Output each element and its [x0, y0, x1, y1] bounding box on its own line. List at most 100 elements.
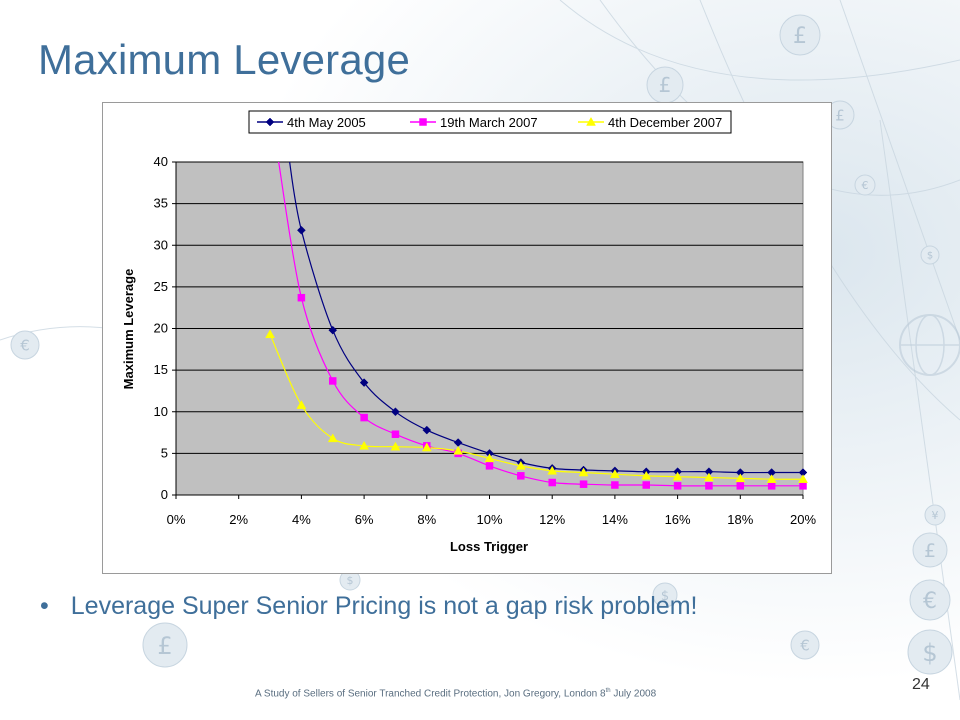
data-point-series-1	[359, 378, 369, 387]
data-point-series-2	[799, 482, 807, 490]
x-tick-label: 2%	[229, 512, 248, 527]
y-tick-label: 40	[154, 154, 168, 169]
data-point-series-3	[265, 329, 275, 339]
data-point-series-3	[421, 442, 432, 452]
data-point-series-3	[515, 460, 526, 470]
data-point-series-3	[641, 470, 652, 480]
data-point-series-3	[359, 440, 370, 450]
footer-text: A Study of Sellers of Senior Tranched Cr…	[255, 688, 606, 700]
currency-symbol: £	[659, 73, 672, 97]
currency-symbol: $	[347, 574, 354, 587]
data-point-series-2	[642, 481, 650, 489]
data-point-series-2	[767, 482, 776, 490]
currency-symbol: €	[20, 337, 30, 355]
y-tick-label: 0	[161, 487, 168, 502]
chart-legend: 4th May 2005 19th March 2007 4th December …	[248, 110, 732, 134]
legend-label-3: 4th December 2007	[608, 115, 722, 130]
currency-coin-icon	[790, 630, 820, 660]
data-point-series-2	[579, 480, 588, 488]
slide-title: Maximum Leverage	[38, 36, 411, 83]
data-point-series-3	[453, 445, 464, 455]
currency-symbol: €	[800, 637, 810, 655]
data-point-series-2	[517, 472, 525, 480]
data-point-series-1	[297, 225, 306, 235]
currency-coin-icon	[907, 629, 953, 675]
y-tick-label: 30	[154, 237, 168, 252]
currency-symbol: €	[862, 179, 869, 192]
footer-superscript: th	[605, 688, 611, 694]
currency-symbol: ¥	[932, 509, 939, 522]
data-point-series-2	[391, 430, 400, 438]
currency-coin-icon	[909, 579, 951, 621]
y-tick-label: 15	[154, 362, 168, 377]
bullet-dot: •	[40, 592, 49, 620]
x-tick-label: 12%	[539, 512, 565, 527]
currency-symbol: £	[793, 24, 807, 49]
currency-symbol: $	[927, 251, 933, 262]
chart-frame: 0 5 10 15 20 25 30 35 40 0% 2% 4% 6% 8% 10% 12% 14% 16% 1…	[102, 102, 832, 574]
data-point-series-2	[705, 482, 713, 490]
x-tick-label: 0%	[167, 512, 186, 527]
x-tick-label: 20%	[790, 512, 816, 527]
data-point-series-2	[673, 482, 682, 490]
bullet-text: Leverage Super Senior Pricing is not a g…	[70, 592, 698, 620]
data-point-series-3	[609, 469, 620, 478]
data-point-series-2	[297, 293, 306, 302]
data-point-series-1	[328, 325, 338, 335]
data-point-series-2	[360, 413, 368, 422]
currency-coin-icon	[924, 504, 946, 526]
x-axis-label: Loss Trigger	[450, 539, 528, 554]
data-point-series-3	[704, 472, 714, 482]
data-point-series-3	[766, 474, 777, 483]
data-point-series-1	[422, 425, 432, 435]
currency-symbol: $	[661, 589, 669, 604]
currency-symbol: €	[923, 589, 937, 614]
legend-marker-2	[419, 118, 427, 126]
currency-symbol: $	[922, 639, 937, 667]
data-point-series-3	[578, 467, 589, 477]
y-tick-label: 35	[154, 196, 168, 211]
page-number: 24	[912, 676, 930, 693]
data-point-series-2	[611, 481, 619, 489]
x-tick-label: 8%	[417, 512, 436, 527]
globe-icon	[899, 314, 960, 376]
leverage-line-chart: 0 5 10 15 20 25 30 35 40 0% 2% 4% 6% 8% 10% 12% 14% 16% 1…	[121, 110, 816, 554]
y-tick-label: 10	[154, 404, 168, 419]
x-tick-label: 6%	[355, 512, 374, 527]
data-point-series-3	[390, 441, 401, 451]
currency-coin-icon	[779, 14, 821, 56]
x-tick-label: 14%	[602, 512, 628, 527]
data-point-series-3	[735, 473, 746, 483]
currency-coin-icon	[920, 245, 940, 265]
data-point-series-3	[296, 400, 307, 409]
x-tick-label: 10%	[476, 512, 502, 527]
currency-coin-icon	[652, 582, 678, 608]
x-tick-label: 16%	[665, 512, 691, 527]
currency-symbol: £	[924, 540, 936, 562]
footer-date: July 2008	[610, 688, 657, 700]
y-tick-label: 20	[154, 321, 168, 336]
legend-marker-1	[265, 117, 275, 127]
legend-label-2: 19th March 2007	[440, 115, 538, 130]
data-point-series-3	[798, 474, 808, 483]
data-point-series-3	[327, 433, 338, 443]
y-tick-label: 25	[154, 279, 168, 294]
data-point-series-2	[329, 377, 337, 385]
data-point-series-3	[547, 465, 558, 475]
currency-coin-icon	[854, 174, 876, 196]
legend-marker-3	[586, 116, 596, 126]
x-tick-label: 4%	[292, 512, 311, 527]
currency-coin-icon	[142, 622, 188, 668]
data-point-series-2	[485, 462, 494, 470]
data-point-series-2	[548, 478, 556, 487]
currency-coin-icon	[912, 532, 948, 568]
y-axis-label: Maximum Leverage	[121, 269, 136, 390]
legend-label-1: 4th May 2005	[287, 115, 366, 130]
footer-citation: A Study of Sellers of Senior Tranched Cr…	[255, 688, 656, 699]
data-point-series-2	[736, 482, 745, 490]
data-point-series-1	[391, 407, 400, 417]
data-point-series-3	[484, 453, 495, 463]
currency-symbol: £	[835, 107, 845, 125]
data-point-series-3	[672, 471, 683, 481]
bullet-point: • Leverage Super Senior Pricing is not a …	[40, 592, 698, 621]
